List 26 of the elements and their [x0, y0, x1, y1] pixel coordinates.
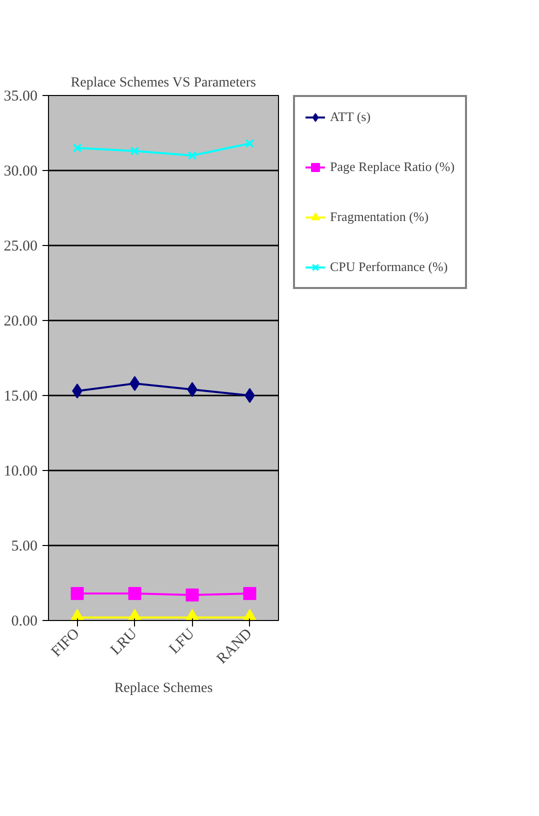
- y-tick-label: 35.00: [4, 88, 38, 104]
- point: [72, 384, 82, 398]
- legend-label: Page Replace Ratio (%): [330, 159, 455, 175]
- chart-title: Replace Schemes VS Parameters: [70, 76, 256, 90]
- legend-label: CPU Performance (%): [330, 259, 448, 275]
- point: [244, 388, 255, 403]
- point: [130, 376, 140, 391]
- point: [188, 150, 197, 160]
- y-tick-label: 25.00: [4, 238, 38, 254]
- y-tick-label: 5.00: [11, 538, 38, 554]
- point: [130, 146, 140, 156]
- y-tick-label: 30.00: [4, 164, 38, 180]
- point: [70, 587, 84, 600]
- point: [243, 587, 256, 600]
- point: [128, 587, 142, 600]
- y-tick-label: 10.00: [4, 464, 38, 480]
- y-tick-label: 15.00: [4, 388, 38, 404]
- legend-label: Fragmentation (%): [330, 209, 429, 225]
- point: [245, 138, 254, 148]
- y-tick-label: 20.00: [4, 314, 38, 330]
- point: [186, 588, 199, 602]
- legend-label: ATT (s): [330, 109, 371, 125]
- point: [187, 382, 198, 397]
- point: [72, 143, 82, 153]
- x-axis-title: Replace Schemes: [114, 680, 213, 696]
- y-tick-label: 0.00: [11, 614, 38, 630]
